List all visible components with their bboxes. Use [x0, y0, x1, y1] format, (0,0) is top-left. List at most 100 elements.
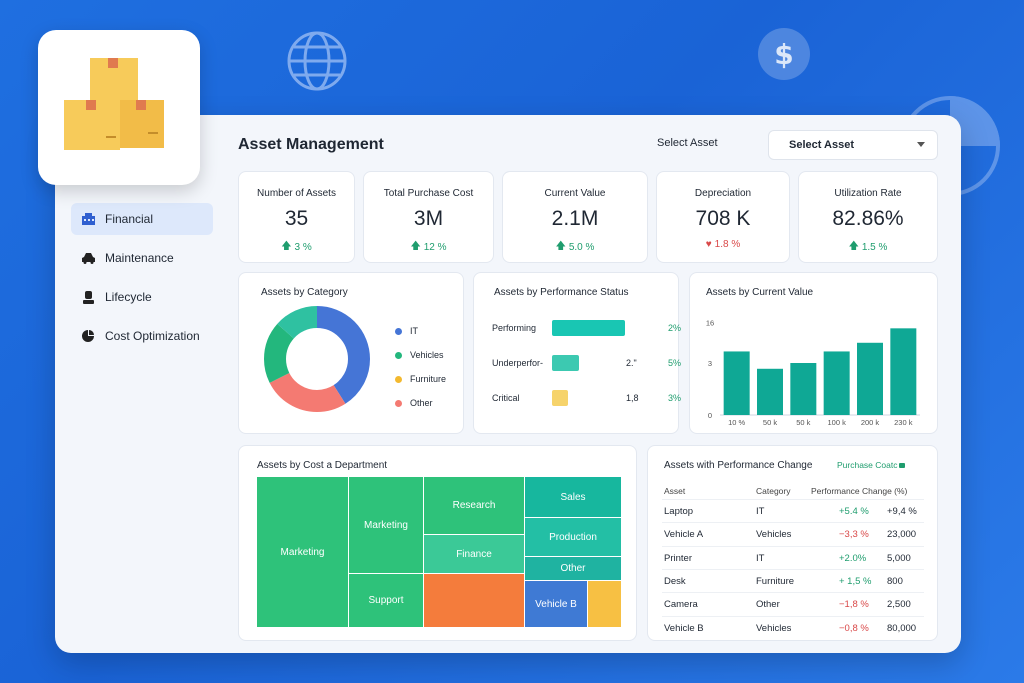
legend-label: Other [410, 398, 433, 408]
building-icon [81, 212, 95, 226]
legend-label: IT [410, 326, 418, 336]
perf-label: Critical [492, 393, 520, 403]
legend-item: Vehicles [395, 343, 446, 367]
sidebar-item-financial[interactable]: Financial [71, 203, 213, 235]
cell-asset: Desk [664, 575, 686, 587]
perf-pct: 5% [668, 358, 682, 368]
select-asset-label: Select Asset [657, 137, 718, 149]
pie-icon [81, 329, 95, 343]
y-tick-label: 16 [706, 319, 714, 328]
person-icon [81, 290, 95, 304]
x-tick-label: 200 k [861, 418, 880, 427]
cell-change: +5.4 % [839, 506, 869, 517]
cell-value: 5,000 [887, 552, 911, 564]
kpi-card-number-of-assets: Number of Assets 35 🡅 3 % [238, 171, 355, 263]
legend-dot [395, 375, 402, 383]
kpi-change-value: 1.5 % [861, 242, 888, 253]
sidebar-item-lifecycle[interactable]: Lifecycle [71, 281, 213, 313]
kpi-label: Utilization Rate [834, 188, 902, 199]
table-row[interactable]: Vehicle B Vehicles −0,8 % 80,000 [662, 615, 924, 639]
kpi-change-value: 3 % [294, 242, 312, 253]
kpi-value: 82.86% [832, 207, 904, 230]
purchase-cost-tag[interactable]: Purchase Coatc [837, 460, 906, 470]
assets-by-current-value-card: Assets by Current Value 10 % 50 k 50 k 100 … [689, 272, 938, 434]
perf-bar [552, 355, 579, 371]
table-row[interactable]: Laptop IT +5.4 % +9,4 % [662, 499, 924, 522]
cell-value: 80,000 [887, 622, 917, 634]
perf-bar [552, 390, 568, 406]
dollar-icon: $ [758, 28, 810, 80]
cell-change: + 1,5 % [839, 575, 872, 587]
globe-icon [287, 31, 347, 91]
cell-asset: Camera [664, 599, 698, 611]
arrow-up-icon: 🡅 [410, 241, 421, 252]
perf-value: 1,8 [626, 393, 639, 403]
x-tick-label: 100 k [827, 418, 846, 427]
cell-change: +2.0% [839, 552, 867, 564]
kpi-card-current-value: Current Value 2.1M 🡅 5.0 % [502, 171, 648, 263]
kpi-change-value: 12 % [423, 242, 447, 253]
legend-label: Furniture [410, 374, 447, 384]
treemap-block-support: Support [349, 574, 423, 627]
arrow-up-icon: 🡅 [555, 241, 566, 252]
tag-swatch [899, 462, 906, 468]
cell-value: 23,000 [887, 529, 917, 541]
table-row[interactable]: Printer IT +2.0% 5,000 [662, 545, 924, 569]
donut-slice-vehicles [264, 306, 370, 412]
car-icon [81, 251, 95, 265]
sidebar-item-maintenance[interactable]: Maintenance [71, 242, 213, 274]
tag-label: Purchase Coatc [837, 460, 898, 470]
treemap-block-marketing: Marketing [257, 477, 348, 627]
kpi-change: 🡅 5.0 % [503, 239, 647, 256]
donut-slice-other [264, 306, 370, 412]
perf-row-underperforming: Underperfor- 2." 5% [492, 353, 681, 373]
bar [890, 328, 917, 415]
cell-category: Vehicles [756, 529, 792, 541]
cell-category: IT [756, 552, 765, 564]
legend-item: Other [395, 391, 446, 415]
kpi-value: 708 K [695, 207, 751, 230]
caret-down-icon [917, 142, 925, 147]
arrow-up-icon: 🡅 [281, 241, 292, 252]
treemap-block-other: Other [525, 557, 621, 580]
kpi-card-total-purchase-cost: Total Purchase Cost 3M 🡅 12 % [363, 171, 494, 263]
y-tick-label: 0 [708, 411, 712, 420]
cell-category: Other [756, 599, 780, 611]
legend-dot [395, 327, 402, 335]
assets-by-category-card: Assets by Category IT Vehicles Furniture… [238, 272, 464, 434]
category-legend: IT Vehicles Furniture Other [395, 319, 446, 415]
performance-change-card: Assets with Performance Change Purchase … [647, 445, 938, 641]
donut-slice-teal [264, 306, 370, 412]
treemap-block-sales: Sales [525, 477, 621, 517]
bar [723, 351, 750, 415]
table-row[interactable]: Vehicle A Vehicles −3,3 % 23,000 [662, 522, 924, 545]
perf-label: Underperfor- [492, 358, 544, 368]
kpi-label: Depreciation [694, 188, 752, 199]
kpi-change: 🡅 12 % [364, 239, 493, 256]
sidebar-item-label: Maintenance [105, 251, 174, 265]
cell-asset: Laptop [664, 506, 694, 517]
y-tick-label: 3 [708, 359, 712, 368]
x-tick-label: 50 k [763, 418, 777, 427]
treemap-block-yellow [588, 581, 621, 627]
table-row[interactable]: Desk Furniture + 1,5 % 800 [662, 568, 924, 592]
table-row[interactable]: Camera Other −1,8 % 2,500 [662, 592, 924, 615]
app-logo [38, 30, 200, 185]
select-asset-value: Select Asset [789, 139, 855, 151]
cell-value: 800 [887, 575, 903, 587]
sidebar-item-cost-optimization[interactable]: Cost Optimization [71, 320, 213, 352]
kpi-change: 🡅 1.5 % [799, 239, 937, 256]
cell-change: −0,8 % [839, 622, 869, 634]
cell-asset: Printer [664, 552, 692, 564]
kpi-change: 🡅 3 % [239, 239, 354, 256]
heart-down-icon: ♥ [705, 239, 712, 250]
legend-item: IT [395, 319, 446, 343]
select-asset-dropdown[interactable]: Select Asset [768, 130, 938, 160]
bar [790, 363, 817, 415]
perf-value: 2." [626, 358, 637, 368]
kpi-change: ♥ 1.8 % [657, 239, 789, 250]
cell-value: 2,500 [887, 599, 911, 611]
page-title: Asset Management [238, 136, 384, 153]
x-tick-label: 10 % [728, 418, 745, 427]
kpi-label: Current Value [544, 188, 606, 199]
